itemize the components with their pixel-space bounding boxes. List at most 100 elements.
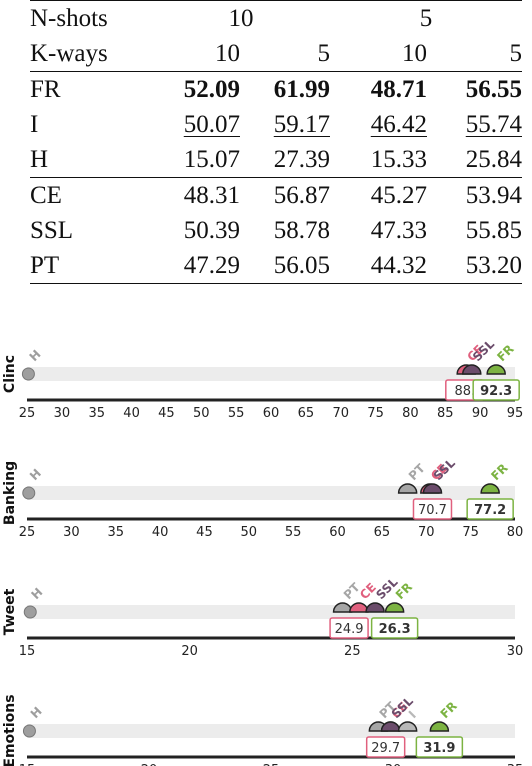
- x-tick-label: 15: [19, 763, 36, 766]
- nshots-group-5: 5: [330, 0, 522, 36]
- x-tick-label: 95: [507, 406, 524, 421]
- value-box-green: [466, 498, 514, 520]
- x-tick-label: 25: [19, 406, 36, 421]
- table-row: H 15.07 27.39 15.33 25.84: [30, 142, 522, 178]
- value-box-text: 88.: [454, 384, 475, 399]
- point-h: [22, 724, 36, 738]
- x-tick-label: 35: [88, 406, 105, 421]
- kways-col: 10: [402, 40, 427, 67]
- dataset-label: Emotions: [2, 694, 18, 766]
- value-box-text: 70.7: [418, 503, 447, 518]
- chart-panel-emotions: Emotions1520253035HPTCESSLIFR29.731.9: [2, 694, 523, 766]
- value-box-red: [365, 736, 406, 758]
- point-ssl: [462, 364, 482, 375]
- table-cell: 61.99: [240, 71, 330, 107]
- point-label-pt: PT: [406, 461, 428, 483]
- point-h: [22, 486, 36, 500]
- x-tick-label: 35: [507, 763, 524, 766]
- x-tick-label: 30: [63, 525, 80, 540]
- table-cell: 50.07: [183, 111, 240, 138]
- x-tick-label: 70: [418, 525, 435, 540]
- value-box-text: 29.7: [371, 741, 400, 756]
- row-name: FR: [30, 71, 152, 107]
- dataset-label: Clinc: [2, 355, 18, 393]
- point-label-i: I: [406, 708, 419, 721]
- x-tick-label: 60: [329, 525, 346, 540]
- x-tick-label: 80: [402, 406, 419, 421]
- table-cell: 46.42: [370, 111, 427, 138]
- nshots-group-10: 10: [152, 0, 330, 36]
- x-tick-label: 20: [181, 644, 198, 659]
- point-label-h: H: [27, 347, 44, 364]
- table-cell: 44.32: [330, 248, 427, 284]
- point-fr: [480, 483, 500, 494]
- dataset-label: Banking: [2, 461, 18, 525]
- row-name: SSL: [30, 217, 74, 244]
- table-row: CE 48.31 56.87 45.27 53.94: [30, 177, 522, 213]
- x-tick-label: 15: [19, 644, 36, 659]
- value-box-text: 26.3: [379, 622, 411, 637]
- point-fr: [429, 721, 450, 732]
- table-cell: 27.39: [273, 146, 330, 173]
- point-label-h: H: [27, 466, 44, 483]
- value-box-green: [472, 379, 520, 401]
- range-band: [27, 605, 515, 619]
- table-cell: 50.39: [183, 217, 240, 244]
- kways-col: 10: [215, 40, 240, 67]
- x-tick-label: 40: [123, 406, 140, 421]
- range-band: [27, 367, 515, 381]
- x-tick-label: 60: [263, 406, 280, 421]
- point-fr: [486, 364, 506, 375]
- x-tick-label: 45: [196, 525, 213, 540]
- table-cell: 15.33: [370, 146, 427, 173]
- table-cell: 47.29: [152, 248, 240, 284]
- header-row-nshots: N-shots 10 5: [30, 0, 522, 36]
- row-name: I: [30, 111, 39, 138]
- x-tick-label: 65: [298, 406, 315, 421]
- table-row: I 50.07 59.17 46.42 55.74: [30, 107, 522, 142]
- kways-col: 5: [509, 40, 523, 67]
- x-tick-label: 35: [107, 525, 124, 540]
- value-box-text: 77.2: [474, 503, 506, 518]
- value-box-text: 31.9: [423, 741, 455, 756]
- x-tick-label: 25: [19, 525, 36, 540]
- table-cell: 56.05: [240, 248, 330, 284]
- dataset-label: Tweet: [2, 588, 18, 635]
- x-tick-label: 25: [344, 644, 361, 659]
- table-cell: 56.87: [240, 177, 330, 213]
- x-tick-label: 50: [241, 525, 258, 540]
- x-tick-label: 55: [285, 525, 302, 540]
- x-tick-label: 20: [141, 763, 158, 766]
- range-band: [27, 486, 515, 500]
- table-cell: 15.07: [183, 146, 240, 173]
- table-cell: 55.85: [465, 217, 522, 244]
- value-box-text: 92.3: [480, 384, 512, 399]
- point-h: [21, 367, 35, 381]
- value-box-red: [412, 498, 453, 520]
- value-box-text: 24.9: [335, 622, 364, 637]
- kways-label: K-ways: [30, 40, 108, 67]
- x-tick-label: 75: [462, 525, 479, 540]
- point-h: [23, 605, 37, 619]
- row-name: H: [30, 146, 49, 173]
- results-table: N-shots 10 5 K-ways 10 5 10 5 FR 52.09 6…: [30, 0, 522, 284]
- nshots-label: N-shots: [30, 0, 152, 36]
- point-label-fr: FR: [494, 342, 516, 364]
- x-tick-label: 30: [507, 644, 524, 659]
- x-tick-label: 80: [507, 525, 524, 540]
- x-tick-label: 45: [158, 406, 175, 421]
- header-row-kways: K-ways 10 5 10 5: [30, 36, 522, 72]
- x-tick-label: 50: [193, 406, 210, 421]
- x-tick-label: 85: [437, 406, 454, 421]
- value-box-green: [415, 736, 464, 758]
- x-tick-label: 40: [152, 525, 169, 540]
- x-tick-label: 55: [228, 406, 245, 421]
- table-cell: 55.74: [465, 111, 522, 138]
- point-label-h: H: [28, 704, 45, 721]
- x-tick-label: 75: [367, 406, 384, 421]
- table-cell: 45.27: [330, 177, 427, 213]
